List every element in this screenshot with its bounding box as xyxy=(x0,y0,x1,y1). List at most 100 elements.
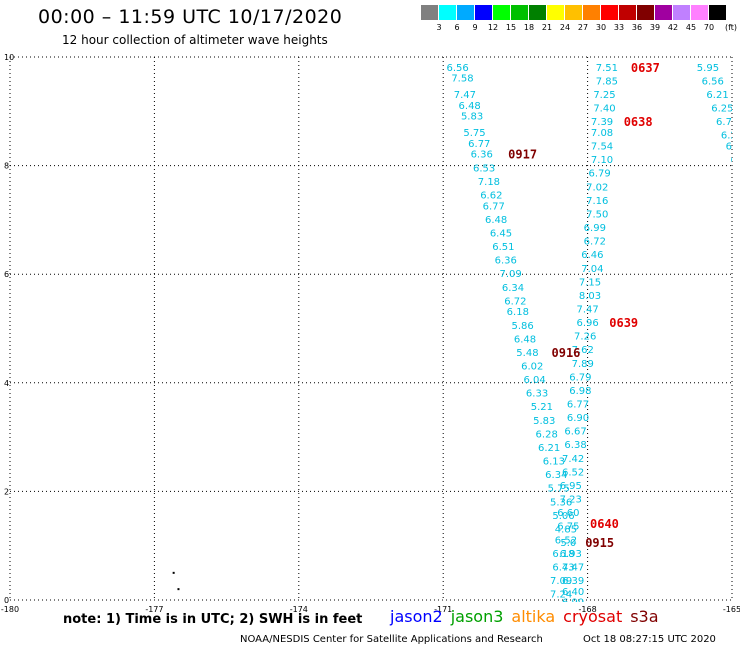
stray-point xyxy=(172,571,175,574)
wave-height-value: 7.62 xyxy=(572,345,594,356)
wave-height-value: 6.04 xyxy=(524,375,546,386)
legend-label: 27 xyxy=(577,23,589,32)
wave-height-value: 7.42 xyxy=(562,454,584,465)
page-title: 00:00 – 11:59 UTC 10/17/2020 xyxy=(38,6,343,28)
wave-height-value: 6.98 xyxy=(726,142,740,153)
wave-height-value: 8.03 xyxy=(579,291,601,302)
legend-swatch xyxy=(673,5,690,20)
wave-height-value: 7.09 xyxy=(499,269,521,280)
wave-height-value: 7.58 xyxy=(451,74,473,85)
footer-note: note: 1) Time is in UTC; 2) SWH is in fe… xyxy=(63,612,363,627)
legend-swatch xyxy=(709,5,726,20)
wave-height-value: 7.51 xyxy=(596,63,618,74)
wave-height-value: 7.24 xyxy=(550,590,572,601)
legend-swatch xyxy=(457,5,474,20)
track-layer: 6.567.587.476.485.835.756.776.366.537.18… xyxy=(447,61,740,609)
y-tick-label: 0 xyxy=(4,596,9,605)
mission-cryosat: cryosat xyxy=(563,607,623,626)
y-tick-label: 2 xyxy=(4,487,9,496)
legend-swatch xyxy=(547,5,564,20)
wave-height-value: 6.95 xyxy=(560,481,582,492)
legend-swatch xyxy=(475,5,492,20)
wave-height-value: 6.56 xyxy=(702,76,724,87)
wave-height-value: 7.40 xyxy=(593,104,615,115)
wave-height-value: 6.72 xyxy=(504,296,526,307)
pass-time-label: 0637 xyxy=(631,61,660,75)
legend-label: 24 xyxy=(559,23,571,32)
wave-height-value: 6.67 xyxy=(564,427,586,438)
wave-height-value: 6.79 xyxy=(569,372,591,383)
credit-line: NOAA/NESDIS Center for Satellite Applica… xyxy=(240,634,543,645)
wave-height-value: 6.60 xyxy=(557,508,579,519)
wave-height-value: 6.79 xyxy=(716,117,738,128)
wave-height-value: 6.21 xyxy=(538,443,560,454)
wave-height-value: 6.51 xyxy=(492,242,514,253)
wave-height-value: 6.45 xyxy=(490,228,512,239)
x-tick-label: -171 xyxy=(434,605,452,614)
wave-height-value: 6.93 xyxy=(560,549,582,560)
x-tick-label: -180 xyxy=(1,605,19,614)
wave-height-value: 7.23 xyxy=(560,495,582,506)
pass-time-label: 0916 xyxy=(552,346,581,360)
legend-swatch xyxy=(691,5,708,20)
wave-height-value: 6.13 xyxy=(543,457,565,468)
wave-height-value: 6.02 xyxy=(521,362,543,373)
wave-height-value: 6.98 xyxy=(569,386,591,397)
legend-label: 18 xyxy=(523,23,535,32)
x-tick-label: -174 xyxy=(290,605,308,614)
wave-height-value: 7.02 xyxy=(586,182,608,193)
wave-height-value: 6.90 xyxy=(567,413,589,424)
wave-height-value: 7.85 xyxy=(596,76,618,87)
legend-label: 15 xyxy=(505,23,517,32)
legend-swatch xyxy=(655,5,672,20)
wave-height-value: 7.47 xyxy=(576,304,598,315)
legend-label: 33 xyxy=(613,23,625,32)
wave-height-value: 6.21 xyxy=(721,131,740,142)
wave-height-value: 7.50 xyxy=(586,209,608,220)
wave-height-value: 6.40 xyxy=(562,587,584,598)
wave-height-value: 6.77 xyxy=(483,201,505,212)
wave-height-value: 7.39 xyxy=(591,117,613,128)
legend-swatch xyxy=(511,5,528,20)
wave-height-value: 5.21 xyxy=(531,402,553,413)
legend-swatch xyxy=(421,5,438,20)
mission-altika: altika xyxy=(511,607,556,626)
wave-height-value: 6.38 xyxy=(564,440,586,451)
wave-height-value: 5.75 xyxy=(463,128,485,139)
wave-height-value: 6.28 xyxy=(536,429,558,440)
wave-height-value: 6.34 xyxy=(545,470,567,481)
wave-height-value: 6.39 xyxy=(562,576,584,587)
mission-jason2: jason2 xyxy=(390,607,443,626)
y-tick-label: 6 xyxy=(4,270,9,279)
wave-height-value: 6.56 xyxy=(447,63,469,74)
wave-height-value: 6.34 xyxy=(502,283,524,294)
wave-height-value: 6.33 xyxy=(526,389,548,400)
page-subtitle: 12 hour collection of altimeter wave hei… xyxy=(62,33,328,47)
x-tick-label: -165 xyxy=(723,605,740,614)
wave-height-value: 5.75 xyxy=(548,484,570,495)
wave-height-value: 6.18 xyxy=(507,307,529,318)
wave-height-value: 7.08 xyxy=(591,128,613,139)
legend-swatch xyxy=(529,5,546,20)
wave-height-value: 6.99 xyxy=(562,598,584,609)
legend-label: 6 xyxy=(454,23,460,32)
wave-height-value: 4.85 xyxy=(555,524,577,535)
legend-label: 9 xyxy=(472,23,478,32)
wave-height-value: 6.46 xyxy=(581,250,603,261)
wave-height-value: 5.83 xyxy=(461,112,483,123)
legend-swatch xyxy=(439,5,456,20)
legend-label: 45 xyxy=(685,23,697,32)
wave-height-value: 5.83 xyxy=(533,416,555,427)
mission-jason3: jason3 xyxy=(450,607,504,626)
legend-label: 30 xyxy=(595,23,607,32)
wave-height-value: 7.54 xyxy=(591,142,613,153)
wave-height-value: 7.15 xyxy=(579,277,601,288)
wave-height-value: 6.52 xyxy=(555,535,577,546)
mission-legend: jason2 jason3 altika cryosat s3a xyxy=(390,607,667,626)
y-tick-label: 4 xyxy=(4,379,9,388)
stray-point xyxy=(177,588,180,591)
wave-height-value: 7.26 xyxy=(574,332,596,343)
wave-height-value: 6.48 xyxy=(514,334,536,345)
wave-height-value: 6.36 xyxy=(495,256,517,267)
